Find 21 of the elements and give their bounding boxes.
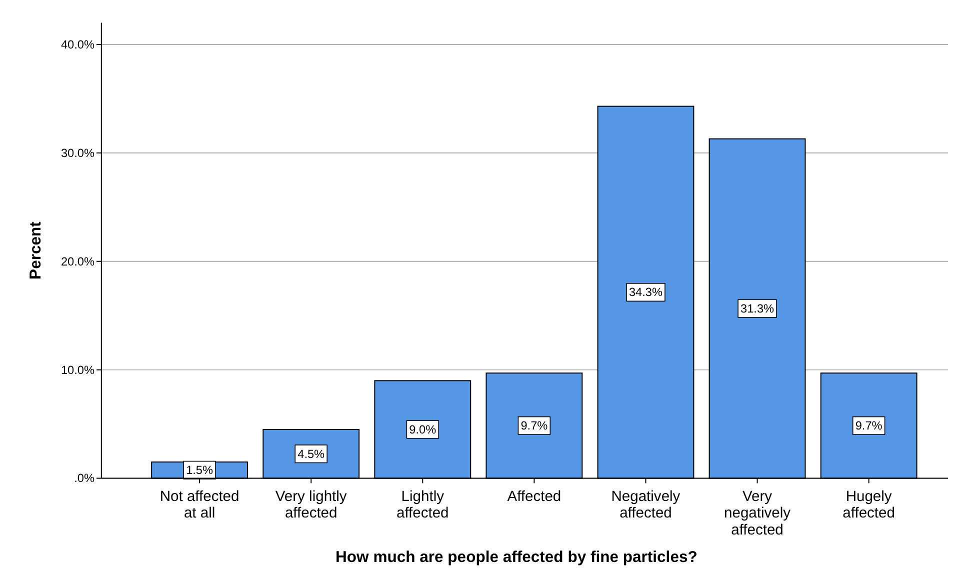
- y-tick-label: 30.0%: [60, 146, 95, 160]
- data-label: 9.7%: [520, 418, 548, 433]
- data-label: 1.5%: [186, 463, 214, 478]
- x-tick-label: Very lightly affected: [275, 488, 348, 522]
- x-tick-label: Hugely affected: [842, 488, 895, 522]
- y-tick-label: .0%: [74, 471, 95, 486]
- data-label: 4.5%: [298, 446, 326, 461]
- y-tick-label: 40.0%: [60, 37, 95, 52]
- x-tick-label: Lightly affected: [396, 488, 449, 522]
- x-axis-title: How much are people affected by fine particles?: [336, 549, 698, 566]
- x-tick-label: Very negatively affected: [724, 488, 792, 538]
- data-label: 9.0%: [409, 422, 437, 436]
- x-tick-label: Not affected at all: [160, 488, 240, 522]
- data-label: 31.3%: [740, 301, 775, 316]
- x-tick-label: Negatively affected: [611, 488, 681, 522]
- y-axis-title: Percent: [27, 220, 44, 280]
- y-tick-label: 20.0%: [60, 254, 95, 268]
- y-tick-label: 10.0%: [60, 362, 95, 377]
- x-tick-label: Affected: [507, 488, 562, 505]
- data-label: 9.7%: [855, 418, 883, 433]
- data-label: 34.3%: [628, 285, 663, 300]
